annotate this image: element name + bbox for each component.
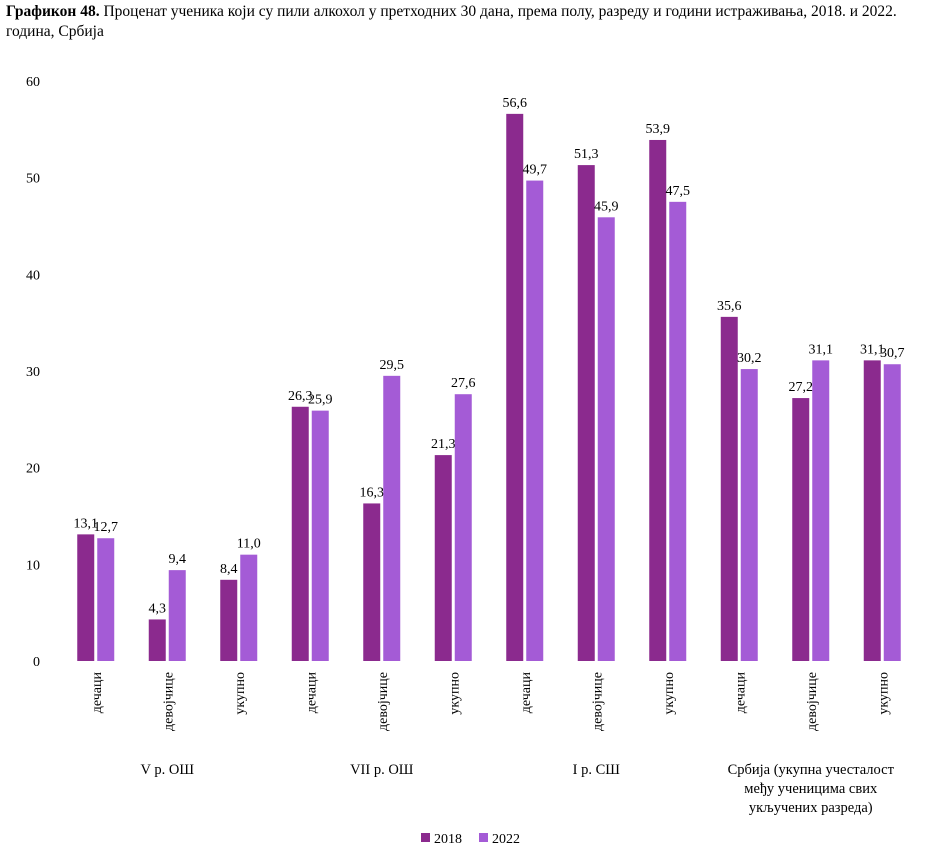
- category-label: девојчице: [161, 672, 176, 731]
- group-label: међу ученицима свих: [744, 781, 878, 797]
- category-label: укупно: [876, 672, 891, 715]
- group-label: VII р. ОШ: [350, 762, 414, 778]
- data-label-2022: 12,7: [94, 520, 119, 535]
- y-tick-label: 0: [33, 655, 40, 670]
- figure-number: Графикон 48.: [6, 3, 100, 20]
- data-label-2022: 30,7: [880, 346, 905, 361]
- group-label: укључених разреда): [749, 800, 873, 816]
- bar-2022: [383, 375, 401, 661]
- category-label: девојчице: [590, 672, 605, 731]
- bar-2018: [577, 165, 595, 661]
- bar-2018: [863, 360, 881, 661]
- bar-2018: [434, 455, 452, 661]
- bar-2022: [454, 394, 472, 661]
- data-label-2022: 27,6: [451, 376, 476, 391]
- category-label: укупно: [233, 672, 248, 715]
- bar-2018: [148, 619, 166, 661]
- data-label-2018: 56,6: [503, 96, 528, 111]
- category-label: девојчице: [376, 672, 391, 731]
- bar-2022: [812, 360, 830, 661]
- bar-2022: [597, 217, 615, 662]
- data-label-2018: 35,6: [717, 299, 742, 314]
- bar-2018: [77, 534, 95, 661]
- group-label: V р. ОШ: [141, 762, 195, 778]
- group-label: I р. СШ: [573, 762, 621, 778]
- data-label-2018: 51,3: [574, 147, 599, 162]
- data-label-2018: 16,3: [360, 485, 385, 500]
- data-label-2018: 53,9: [646, 122, 671, 137]
- data-label-2022: 29,5: [380, 358, 405, 373]
- legend-swatch-2018: [421, 833, 430, 842]
- bar-2018: [506, 113, 524, 661]
- bar-2018: [291, 406, 309, 661]
- category-label: дечаци: [90, 671, 105, 713]
- category-label: дечаци: [733, 671, 748, 713]
- data-label-2018: 27,2: [789, 380, 814, 395]
- bar-2022: [311, 410, 329, 661]
- y-tick-label: 10: [26, 558, 40, 573]
- data-label-2018: 4,3: [149, 601, 167, 616]
- data-label-2022: 45,9: [594, 199, 619, 214]
- bar-2018: [792, 398, 810, 661]
- data-label-2022: 49,7: [523, 163, 548, 178]
- data-label-2018: 31,1: [860, 342, 885, 357]
- data-label-2018: 26,3: [288, 389, 313, 404]
- category-label: укупно: [662, 672, 677, 715]
- legend-label-2018: 2018: [434, 832, 462, 847]
- y-tick-label: 50: [26, 172, 40, 187]
- category-label: девојчице: [805, 672, 820, 731]
- data-label-2022: 47,5: [666, 184, 691, 199]
- data-label-2022: 11,0: [237, 537, 261, 552]
- category-label: дечаци: [519, 671, 534, 713]
- bar-2022: [97, 538, 115, 661]
- y-tick-label: 20: [26, 462, 40, 477]
- data-label-2018: 21,3: [431, 437, 456, 452]
- bar-2022: [883, 364, 901, 661]
- bar-2022: [526, 180, 544, 662]
- legend-label-2022: 2022: [492, 832, 520, 847]
- chart-title: Графикон 48. Проценат ученика који су пи…: [6, 2, 934, 42]
- bar-2022: [740, 369, 758, 661]
- group-label: Србија (укупна учесталост: [728, 762, 895, 778]
- bar-2022: [240, 554, 258, 661]
- title-text: Проценат ученика који су пили алкохол у …: [6, 3, 897, 40]
- bar-2022: [669, 201, 687, 662]
- data-label-2018: 8,4: [220, 562, 238, 577]
- y-tick-label: 60: [26, 75, 40, 90]
- category-label: дечаци: [304, 671, 319, 713]
- data-label-2022: 9,4: [169, 552, 187, 567]
- bar-2018: [649, 139, 667, 661]
- data-label-2018: 13,1: [74, 516, 99, 531]
- bar-2018: [220, 579, 238, 661]
- legend-swatch-2022: [479, 833, 488, 842]
- data-label-2022: 25,9: [308, 393, 333, 408]
- data-label-2022: 31,1: [809, 342, 834, 357]
- data-label-2022: 30,2: [737, 351, 762, 366]
- y-tick-label: 30: [26, 365, 40, 380]
- bar-2018: [363, 503, 381, 661]
- category-label: укупно: [447, 672, 462, 715]
- bar-2022: [168, 570, 186, 661]
- bar-2018: [720, 316, 738, 661]
- y-tick-label: 40: [26, 268, 40, 283]
